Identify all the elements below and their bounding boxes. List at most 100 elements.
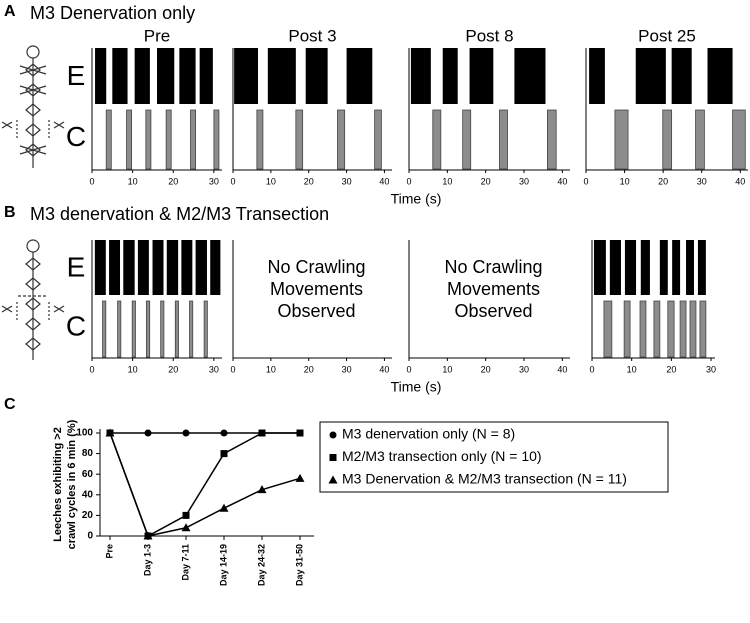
- contraction-bar: [679, 300, 687, 358]
- extension-bar: [609, 240, 621, 295]
- panel-title: M3 denervation & M2/M3 Transection: [30, 204, 329, 224]
- contraction-bar: [639, 300, 647, 358]
- contraction-bar: [546, 109, 557, 170]
- x-tick-label: Day 7-11: [180, 544, 190, 581]
- y-tick-label: 60: [82, 469, 94, 480]
- contraction-bar: [662, 109, 673, 170]
- extension-bar: [672, 240, 681, 295]
- extension-bar: [123, 240, 135, 295]
- extension-bar: [442, 48, 458, 104]
- x-tick-label: 30: [519, 364, 529, 374]
- row-label: C: [66, 310, 86, 341]
- x-tick-label: 40: [379, 364, 389, 374]
- marker: [143, 531, 153, 540]
- contraction-bar: [623, 300, 631, 358]
- panel-title: M3 Denervation only: [30, 3, 195, 23]
- contraction-bar: [603, 300, 613, 358]
- extension-bar: [137, 240, 149, 295]
- extension-bar: [640, 240, 650, 295]
- extension-bar: [210, 240, 221, 295]
- x-tick-label: 10: [442, 176, 452, 186]
- x-tick-label: 0: [89, 176, 94, 186]
- marker: [295, 473, 305, 482]
- leech-diagram-b: [1, 239, 65, 360]
- marker: [181, 523, 191, 532]
- extension-bar: [95, 48, 107, 104]
- x-tick-label: 20: [304, 364, 314, 374]
- x-axis-title: Time (s): [391, 191, 442, 207]
- x-tick-label: 20: [168, 176, 178, 186]
- marker: [257, 485, 267, 494]
- row-label: E: [67, 251, 86, 282]
- plot-title: Post 25: [638, 26, 696, 45]
- x-tick-label: Day 31-50: [294, 544, 304, 586]
- contraction-bar: [689, 300, 697, 358]
- marker: [258, 429, 266, 437]
- extension-bar: [671, 48, 692, 104]
- extension-bar: [659, 240, 668, 295]
- contraction-bar: [695, 109, 705, 170]
- contraction-bar: [614, 109, 629, 170]
- contraction-bar: [462, 109, 472, 170]
- x-tick-label: 40: [379, 176, 389, 186]
- contraction-bar: [499, 109, 508, 170]
- contraction-bar: [374, 109, 382, 170]
- extension-bar: [94, 240, 106, 295]
- x-tick-label: Day 24-32: [256, 544, 266, 586]
- contraction-bar: [189, 300, 194, 358]
- extension-bar: [624, 240, 637, 295]
- x-axis-title: Time (s): [391, 379, 442, 395]
- marker: [182, 511, 190, 519]
- x-tick-label: 30: [706, 364, 716, 374]
- x-tick-label: 10: [627, 364, 637, 374]
- contraction-bar: [432, 109, 442, 170]
- extension-bar: [305, 48, 328, 104]
- contraction-bar: [146, 300, 151, 358]
- contraction-bar: [145, 109, 152, 170]
- extension-bar: [166, 240, 179, 295]
- extension-bar: [635, 48, 666, 104]
- y-tick-label: 40: [82, 489, 94, 500]
- x-tick-label: 30: [209, 176, 219, 186]
- plot-title: Post 8: [465, 26, 513, 45]
- no-data-note: Movements: [447, 279, 540, 299]
- extension-bar: [589, 48, 605, 104]
- extension-bar: [346, 48, 373, 104]
- row-label: E: [67, 60, 86, 91]
- x-tick-label: Day 1-3: [142, 544, 152, 576]
- panel-label: A: [4, 3, 16, 20]
- contraction-bar: [126, 109, 133, 170]
- legend-label: M3 denervation only (N = 8): [342, 426, 515, 442]
- x-tick-label: 20: [481, 176, 491, 186]
- contraction-bar: [653, 300, 661, 358]
- marker: [296, 429, 304, 437]
- contraction-bar: [105, 109, 112, 170]
- x-tick-label: 10: [620, 176, 630, 186]
- no-data-note: Movements: [270, 279, 363, 299]
- extension-bar: [112, 48, 128, 104]
- marker: [220, 450, 228, 458]
- x-tick-label: 10: [128, 176, 138, 186]
- extension-bar: [195, 240, 207, 295]
- y-tick-label: 0: [87, 531, 93, 542]
- panel-label: C: [4, 396, 16, 413]
- extension-bar: [469, 48, 494, 104]
- x-tick-label: 20: [666, 364, 676, 374]
- extension-bar: [157, 48, 175, 104]
- row-label: C: [66, 121, 86, 152]
- x-tick-label: Day 14-19: [218, 544, 228, 586]
- x-tick-label: 30: [342, 364, 352, 374]
- x-tick-label: 20: [304, 176, 314, 186]
- marker: [220, 429, 228, 437]
- contraction-bar: [190, 109, 196, 170]
- x-tick-label: 20: [658, 176, 668, 186]
- contraction-bar: [131, 300, 136, 358]
- contraction-bar: [174, 300, 179, 358]
- legend-marker: [329, 454, 337, 461]
- marker: [219, 503, 229, 512]
- extension-bar: [697, 240, 706, 295]
- x-tick-label: 0: [406, 364, 411, 374]
- legend-marker: [329, 431, 337, 439]
- extension-bar: [234, 48, 258, 104]
